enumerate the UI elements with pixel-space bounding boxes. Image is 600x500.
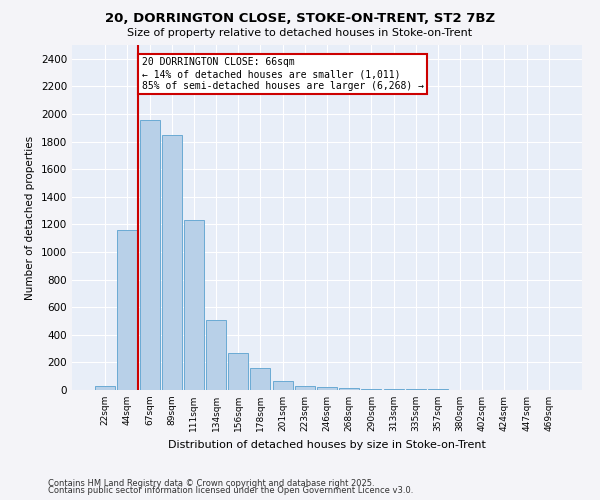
Text: Contains public sector information licensed under the Open Government Licence v3: Contains public sector information licen… [48,486,413,495]
Bar [162,134,182,390]
Bar [250,368,271,390]
Bar [339,388,359,390]
Bar [383,389,404,390]
X-axis label: Distribution of detached houses by size in Stoke-on-Trent: Distribution of detached houses by size … [168,440,486,450]
Text: 20 DORRINGTON CLOSE: 66sqm
← 14% of detached houses are smaller (1,011)
85% of s: 20 DORRINGTON CLOSE: 66sqm ← 14% of deta… [142,58,424,90]
Bar [184,220,204,390]
Y-axis label: Number of detached properties: Number of detached properties [25,136,35,300]
Bar [95,386,115,390]
Bar [206,320,226,390]
Bar [140,120,160,390]
Text: Size of property relative to detached houses in Stoke-on-Trent: Size of property relative to detached ho… [127,28,473,38]
Bar [317,387,337,390]
Text: 20, DORRINGTON CLOSE, STOKE-ON-TRENT, ST2 7BZ: 20, DORRINGTON CLOSE, STOKE-ON-TRENT, ST… [105,12,495,26]
Bar [295,386,315,390]
Text: Contains HM Land Registry data © Crown copyright and database right 2025.: Contains HM Land Registry data © Crown c… [48,478,374,488]
Bar [228,352,248,390]
Bar [272,381,293,390]
Bar [118,230,137,390]
Bar [361,388,382,390]
